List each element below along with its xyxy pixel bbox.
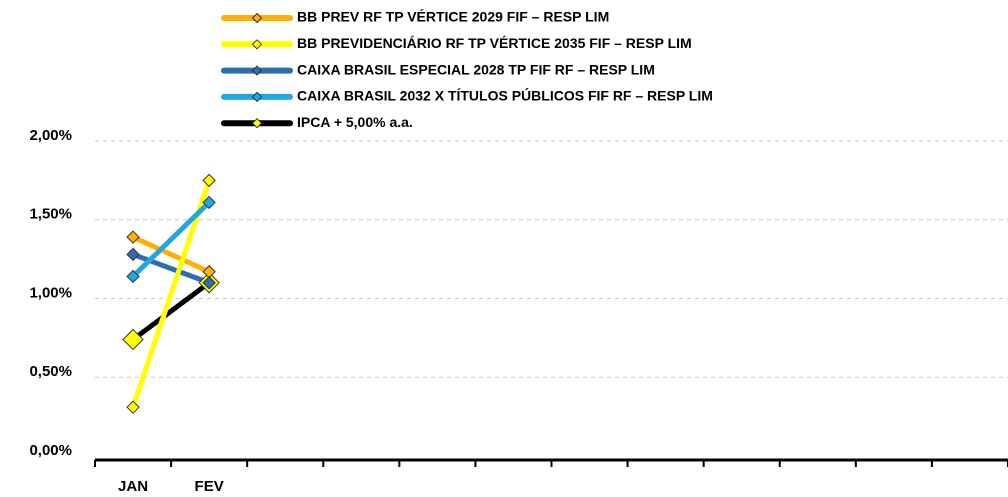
data-point [126, 230, 140, 244]
legend-marker [251, 39, 263, 50]
legend-label: CAIXA BRASIL 2032 X TÍTULOS PÚBLICOS FIF… [297, 87, 713, 104]
series-line [130, 234, 212, 275]
data-point [126, 269, 140, 284]
data-point [202, 195, 216, 210]
series-line [130, 199, 212, 279]
legend-label: BB PREV RF TP VÉRTICE 2029 FIF – RESP LI… [297, 9, 609, 25]
legend-marker [251, 117, 263, 129]
data-point [126, 400, 140, 414]
data-point [122, 328, 144, 351]
data-point [202, 173, 216, 188]
x-tick-label: JAN [118, 478, 148, 495]
y-tick-label: 1,50% [29, 206, 72, 223]
series-line [130, 280, 212, 342]
y-tick-label: 0,50% [29, 363, 72, 380]
data-point [202, 276, 216, 290]
legend-marker [251, 65, 263, 76]
legend-label: IPCA + 5,00% a.a. [297, 114, 413, 130]
legend-label: BB PREVIDENCIÁRIO RF TP VÉRTICE 2035 FIF… [297, 35, 692, 51]
series-line [130, 251, 212, 286]
y-tick-label: 0,00% [29, 442, 72, 459]
legend-marker [251, 12, 263, 24]
y-tick-label: 1,00% [29, 284, 72, 301]
data-point [126, 247, 140, 262]
y-tick-label: 2,00% [29, 127, 72, 144]
legend-marker [251, 91, 263, 103]
x-tick-label: FEV [195, 478, 224, 495]
legend-label: CAIXA BRASIL ESPECIAL 2028 TP FIF RF – R… [297, 61, 655, 77]
